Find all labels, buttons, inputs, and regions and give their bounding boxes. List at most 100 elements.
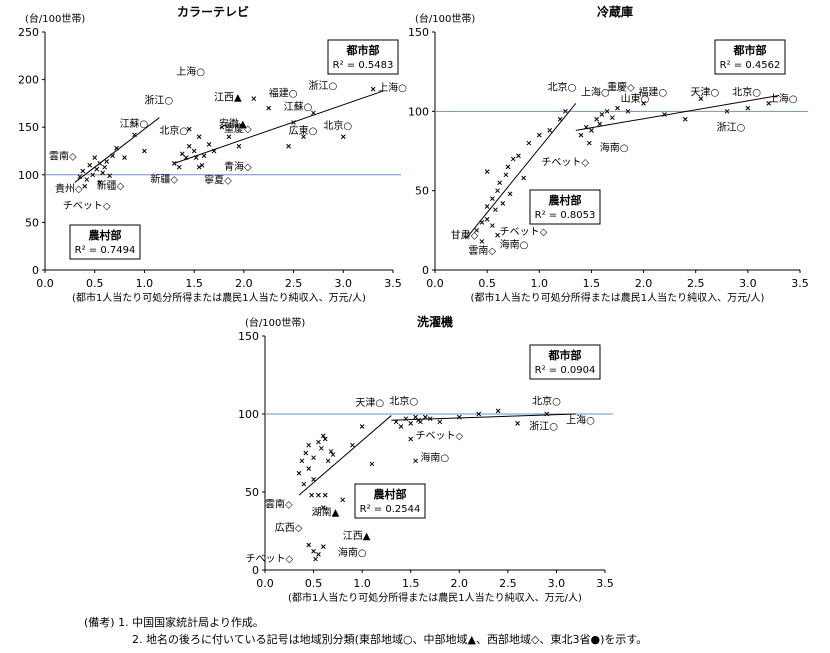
charts-svg: カラーテレビ (台/100世帯) 0 50 100 150 200 250 0.0 0.5 1.0 1… (18, 4, 809, 604)
chart2-regression-r2: R² = 0.4562 (720, 60, 781, 71)
chart3-data-point (476, 411, 482, 417)
chart3-y-tick-label: 150 (238, 330, 259, 343)
chart2-data-point (682, 116, 688, 122)
chart3-data-point (322, 492, 328, 498)
chart2-data-point (586, 140, 592, 146)
chart1-data-point (196, 164, 202, 170)
chart3-point-label: チベット◇ (416, 430, 464, 442)
chart2-data-point (497, 180, 503, 186)
chart2-regression-name: 都市部 (733, 43, 767, 57)
chart1-x-tick-label: 0.0 (36, 277, 54, 290)
chart1-data-point (206, 141, 212, 147)
chart3-data-point (309, 492, 314, 498)
chart3-point-label: 湖南▲ (312, 505, 340, 518)
chart1-x-tick-label: 1.5 (185, 277, 203, 290)
chart1-regression-box (69, 224, 141, 260)
chart3-data-point (318, 445, 324, 451)
chart2-data-point (495, 188, 500, 194)
chart1-data-point (370, 86, 376, 92)
chart2-data-point (578, 132, 584, 138)
chart3-point-label: 北京○ (389, 395, 418, 408)
chart2-x-tick-label: 3.5 (791, 277, 809, 290)
chart3-x-axis-label: (都市1人当たり可処分所得または農民1人当たり純収入、万元/人) (288, 591, 582, 604)
chart2-title: 冷蔵庫 (597, 4, 633, 19)
chart3-x-tick-label: 2.5 (499, 577, 517, 590)
chart3-data-point (408, 421, 414, 426)
chart3-data-point (408, 436, 414, 442)
chart2-point-label: 海南○ (500, 238, 529, 251)
note-2: 2. 地名の後ろに付いている記号は地域別分類(東部地域○、中部地域▲、西部地域◇… (132, 633, 648, 646)
chart3-point-label: 浙江○ (529, 421, 558, 433)
chart3-point-label: 海南○ (338, 546, 367, 559)
chart2-point-label: 上海○ (769, 92, 798, 105)
chart2-data-point (766, 101, 772, 106)
chart3-regression-name: 都市部 (548, 348, 582, 362)
chart1-data-point (179, 151, 185, 157)
chart2-data-point (563, 108, 568, 114)
chart1-title: カラーテレビ (177, 4, 249, 19)
chart3-data-point (350, 442, 355, 448)
chart3-data-point (456, 414, 462, 420)
chart3-data-point (303, 450, 309, 456)
chart2-data-point (599, 112, 605, 117)
chart1-data-point (340, 134, 346, 140)
chart2-data-point (516, 153, 521, 159)
chart1-point-label: 広東○ (289, 124, 318, 137)
chart2-point-label: 山東○ (621, 92, 650, 105)
chart2-data-point (589, 128, 594, 133)
chart2-x-tick-label: 0.0 (426, 277, 444, 290)
chart1-data-point (301, 134, 306, 140)
chart2-data-point (641, 101, 646, 106)
chart1-data-point (90, 172, 96, 178)
chart1-point-label: 新疆◇ (150, 172, 178, 185)
chart3-point-label: 北京○ (532, 395, 561, 408)
chart3-data-point (306, 466, 312, 471)
chart2-regression-r2: R² = 0.8053 (535, 210, 596, 221)
chart2-data-point (490, 223, 495, 228)
chart2-data-point (484, 216, 490, 222)
chart2-y-axis-label: (台/100世帯) (415, 12, 475, 25)
chart1-y-tick-label: 250 (18, 26, 39, 39)
chart3-regression-line (298, 415, 392, 496)
chart1-point-label: 浙江○ (144, 94, 173, 106)
chart1-point-label: 江西▲ (214, 92, 242, 104)
chart3-data-point (299, 458, 305, 464)
chart1-point-label: 雲南◇ (49, 150, 77, 163)
chart2-data-point (594, 116, 599, 122)
note-1: (備考) 1. 中国国家統計局より作成。 (84, 616, 264, 629)
chart2-data-point (510, 156, 516, 162)
chart3-data-point (369, 461, 375, 467)
chart2-point-label: チベット◇ (500, 226, 548, 238)
chart2-y-tick-label: 100 (408, 105, 429, 118)
chart1-x-tick-label: 3.5 (384, 277, 402, 290)
chart1-x-tick-label: 2.0 (235, 277, 253, 290)
chart2-data-point (521, 175, 526, 181)
chart3-data-point (422, 414, 428, 420)
chart1-data-point (171, 161, 177, 166)
chart1-y-axis-label: (台/100世帯) (25, 12, 85, 25)
chart1-regression-line (74, 117, 160, 183)
chart3-y-axis-label: (台/100世帯) (245, 316, 305, 329)
chart3-y-tick-label: 50 (245, 486, 259, 499)
chart3-point-label: 江西▲ (343, 530, 371, 542)
chart2-x-tick-label: 3.0 (739, 277, 757, 290)
chart2-data-point (490, 196, 495, 201)
chart3-point-label: 上海○ (566, 413, 595, 426)
chart2-data-point (698, 96, 704, 101)
chart3-data-point (316, 552, 321, 557)
chart3-x-tick-label: 0.5 (305, 577, 323, 590)
chart2-regression-line (465, 103, 577, 239)
chart3-data-point (316, 492, 321, 498)
chart3-data-point (311, 548, 316, 554)
chart3-data-point (306, 542, 312, 548)
chart1-point-label: 上海○ (176, 65, 205, 78)
chart1-point-label: 江蘇○ (120, 117, 149, 130)
chart2-regression-line (575, 94, 780, 131)
chart1-y-tick-label: 150 (18, 121, 39, 134)
chart3-regression-box (529, 344, 601, 380)
chart1-point-label: 青海◇ (224, 160, 252, 173)
chart3-data-point (325, 458, 331, 464)
chart3-point-label: 広西◇ (275, 521, 303, 534)
chart2-data-point (724, 108, 730, 114)
